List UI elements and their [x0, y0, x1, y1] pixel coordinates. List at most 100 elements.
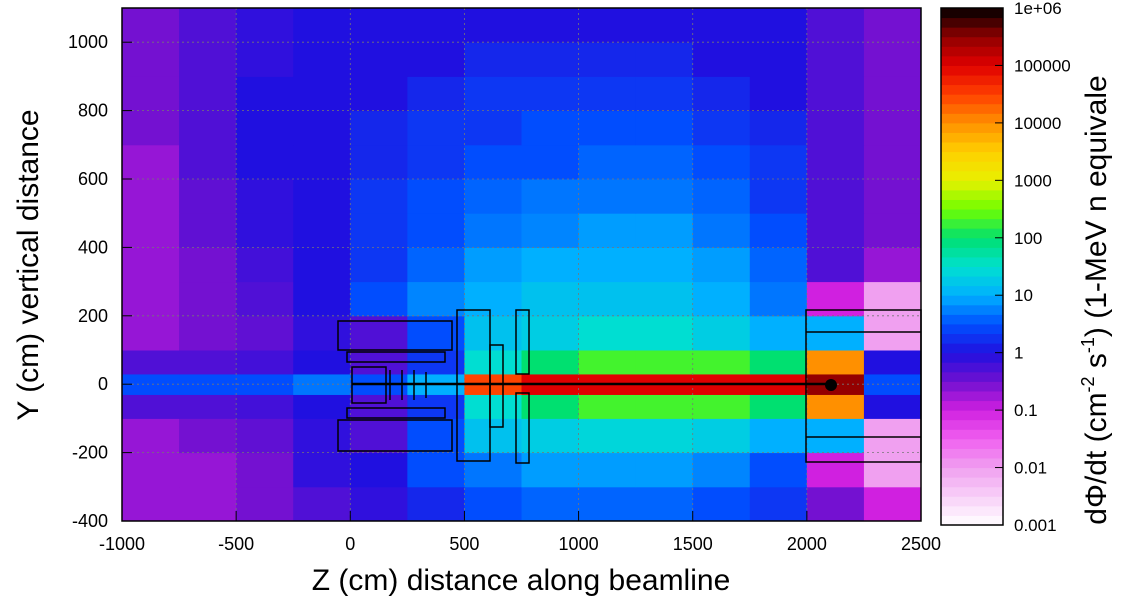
colorbar-segment	[941, 266, 1003, 277]
heatmap-cell	[521, 110, 580, 146]
colorbar-label-part: -2	[1078, 376, 1098, 392]
heatmap-cell	[806, 42, 865, 77]
colorbar-segment	[941, 410, 1003, 421]
heatmap-cell	[635, 110, 694, 146]
colorbar-tick-label: 100	[1014, 229, 1042, 248]
colorbar-segment	[941, 505, 1003, 516]
colorbar-segment	[941, 8, 1003, 19]
heatmap-cell	[578, 350, 637, 375]
heatmap-cell	[863, 42, 922, 77]
heatmap-cell	[692, 42, 751, 77]
x-tick-label: 2500	[901, 534, 941, 554]
heatmap-cell	[806, 110, 865, 146]
heatmap-cell	[236, 213, 294, 248]
heatmap-cell	[179, 452, 237, 488]
heatmap-cell	[749, 179, 808, 214]
heatmap-cell	[578, 394, 637, 419]
heatmap-cell	[806, 418, 865, 454]
heatmap-cell	[179, 315, 237, 351]
heatmap-cell	[122, 179, 180, 214]
heatmap-cell	[236, 350, 294, 375]
heatmap-cell	[692, 76, 751, 112]
heatmap-cell	[350, 213, 408, 248]
heatmap-cell	[635, 315, 694, 351]
heatmap-cell	[407, 247, 465, 283]
colorbar-segment	[941, 295, 1003, 306]
heatmap-cell	[407, 394, 465, 419]
colorbar-label-part: ) (1-MeV n equivale	[1080, 75, 1113, 337]
colorbar-segment	[941, 103, 1003, 114]
colorbar-segment	[941, 209, 1003, 220]
heatmap-cell	[122, 486, 180, 522]
heatmap-cell	[521, 350, 580, 375]
heatmap-cell	[122, 452, 180, 488]
heatmap-cell	[293, 42, 351, 77]
heatmap-cell	[350, 110, 408, 146]
colorbar-frame	[940, 7, 1004, 526]
heatmap-cell	[407, 281, 465, 317]
heatmap-cell	[863, 350, 922, 375]
heatmap-cell	[521, 8, 580, 43]
heatmap-cell	[122, 110, 180, 146]
x-axis-label: Z (cm) distance along beamline	[312, 564, 731, 597]
heatmap-cell	[122, 281, 180, 317]
heatmap-cell	[863, 144, 922, 180]
heatmap-cell	[407, 144, 465, 180]
colorbar-tick-label: 10	[1014, 286, 1033, 305]
colorbar-segment	[941, 122, 1003, 133]
heatmap-cell	[578, 110, 637, 146]
heatmap-cell	[350, 452, 408, 488]
shape	[489, 344, 504, 428]
heatmap-cell	[122, 247, 180, 283]
shape	[346, 407, 446, 419]
heatmap-cell	[293, 110, 351, 146]
heatmap-cell	[863, 179, 922, 214]
heatmap-cell	[407, 76, 465, 112]
x-tick-label: -500	[218, 534, 254, 554]
x-tick-label: 1000	[559, 534, 599, 554]
y-axis-label: Y (cm) vertical distance	[12, 109, 45, 420]
heatmap-cell	[863, 76, 922, 112]
colorbar-tick-label: 1	[1014, 344, 1023, 363]
colorbar	[941, 8, 1003, 526]
heatmap-cell	[635, 486, 694, 522]
heatmap-cell	[749, 8, 808, 43]
colorbar-segment	[941, 256, 1003, 267]
heatmap-cell	[122, 42, 180, 77]
heatmap-cell	[236, 373, 294, 395]
heatmap-cell	[806, 281, 865, 317]
heatmap-cell	[179, 8, 237, 43]
heatmap-cell	[692, 394, 751, 419]
heatmap-cell	[179, 350, 237, 375]
heatmap-cell	[122, 213, 180, 248]
heatmap-cell	[122, 144, 180, 180]
plot-frame	[121, 7, 922, 522]
heatmap-cell	[293, 76, 351, 112]
heatmap-cell	[464, 350, 522, 375]
heatmap-cell	[749, 76, 808, 112]
x-tick-label: 1500	[673, 534, 713, 554]
heatmap-cell	[692, 350, 751, 375]
colorbar-segment	[941, 438, 1003, 449]
target	[825, 379, 837, 391]
heatmap-cell	[692, 8, 751, 43]
heatmap-cell	[293, 418, 351, 454]
heatmap-cell	[806, 350, 865, 375]
heatmap-cell	[122, 76, 180, 112]
heatmap-cell	[806, 315, 865, 351]
heatmap-cell	[236, 42, 294, 77]
heatmap-cell	[692, 179, 751, 214]
heatmap-cell	[179, 42, 237, 77]
heatmap-cell	[464, 281, 522, 317]
heatmap-cell	[806, 8, 865, 43]
heatmap-cell	[293, 213, 351, 248]
heatmap-cell	[521, 247, 580, 283]
colorbar-segment	[941, 343, 1003, 354]
colorbar-segment	[941, 75, 1003, 86]
heatmap-cell	[635, 452, 694, 488]
heatmap-cell	[236, 486, 294, 522]
heatmap-cell	[749, 418, 808, 454]
heatmap-cell	[293, 486, 351, 522]
colorbar-segment	[941, 515, 1003, 526]
heatmap-cell	[806, 213, 865, 248]
